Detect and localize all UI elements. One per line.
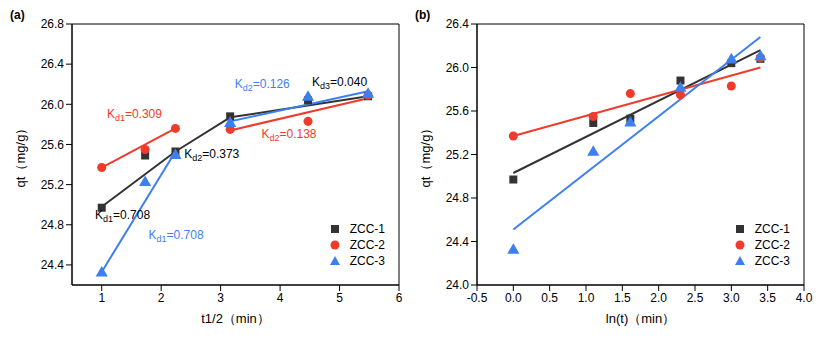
svg-text:4: 4 <box>277 291 284 305</box>
svg-text:3.5: 3.5 <box>759 291 776 305</box>
svg-text:Kd2=0.373: Kd2=0.373 <box>184 147 239 163</box>
svg-text:26.4: 26.4 <box>41 57 65 71</box>
svg-text:24.0: 24.0 <box>446 278 470 292</box>
svg-text:0.0: 0.0 <box>505 291 522 305</box>
svg-text:qt（mg/g）: qt（mg/g） <box>13 122 28 188</box>
html-text:(a): (a) <box>10 8 25 22</box>
svg-text:qt（mg/g）: qt（mg/g） <box>418 122 433 188</box>
svg-text:6: 6 <box>396 291 403 305</box>
svg-text:26.0: 26.0 <box>41 98 65 112</box>
html-text:ZCC-2: ZCC-2 <box>754 238 790 252</box>
svg-text:2.0: 2.0 <box>650 291 667 305</box>
svg-text:24.4: 24.4 <box>446 235 470 249</box>
html-text:ZCC-3: ZCC-3 <box>349 254 385 268</box>
svg-text:2.5: 2.5 <box>687 291 704 305</box>
svg-text:25.6: 25.6 <box>446 104 470 118</box>
svg-text:ln(t)（min）: ln(t)（min） <box>606 311 675 326</box>
html-text:ZCC-3: ZCC-3 <box>754 254 790 268</box>
svg-text:1: 1 <box>98 291 105 305</box>
svg-text:t1/2（min）: t1/2（min） <box>201 311 270 326</box>
svg-text:26.8: 26.8 <box>41 17 65 31</box>
svg-text:Kd2=0.138: Kd2=0.138 <box>261 127 316 143</box>
svg-text:24.4: 24.4 <box>41 258 65 272</box>
html-text:(b): (b) <box>415 8 431 22</box>
svg-text:24.8: 24.8 <box>446 191 470 205</box>
svg-text:Kd1=0.309: Kd1=0.309 <box>107 107 162 123</box>
html-text:ZCC-1: ZCC-1 <box>754 222 790 236</box>
svg-text:4.0: 4.0 <box>796 291 813 305</box>
svg-text:25.2: 25.2 <box>446 148 470 162</box>
svg-text:1.0: 1.0 <box>578 291 595 305</box>
svg-text:3: 3 <box>217 291 224 305</box>
svg-text:-0.5: -0.5 <box>467 291 488 305</box>
svg-text:Kd2=0.126: Kd2=0.126 <box>235 77 290 93</box>
svg-text:Kd1=0.708: Kd1=0.708 <box>149 228 204 244</box>
svg-text:24.8: 24.8 <box>41 218 65 232</box>
svg-text:0.5: 0.5 <box>541 291 558 305</box>
svg-text:26.4: 26.4 <box>446 17 470 31</box>
svg-text:2: 2 <box>158 291 165 305</box>
svg-text:25.6: 25.6 <box>41 138 65 152</box>
html-text:ZCC-1: ZCC-1 <box>349 222 385 236</box>
svg-text:3.0: 3.0 <box>723 291 740 305</box>
svg-text:Kd3=0.040: Kd3=0.040 <box>312 75 367 91</box>
svg-text:Kd1=0.708: Kd1=0.708 <box>95 208 150 224</box>
svg-text:5: 5 <box>336 291 343 305</box>
svg-text:25.2: 25.2 <box>41 178 65 192</box>
svg-text:1.5: 1.5 <box>614 291 631 305</box>
html-text:ZCC-2: ZCC-2 <box>349 238 385 252</box>
svg-text:26.0: 26.0 <box>446 61 470 75</box>
